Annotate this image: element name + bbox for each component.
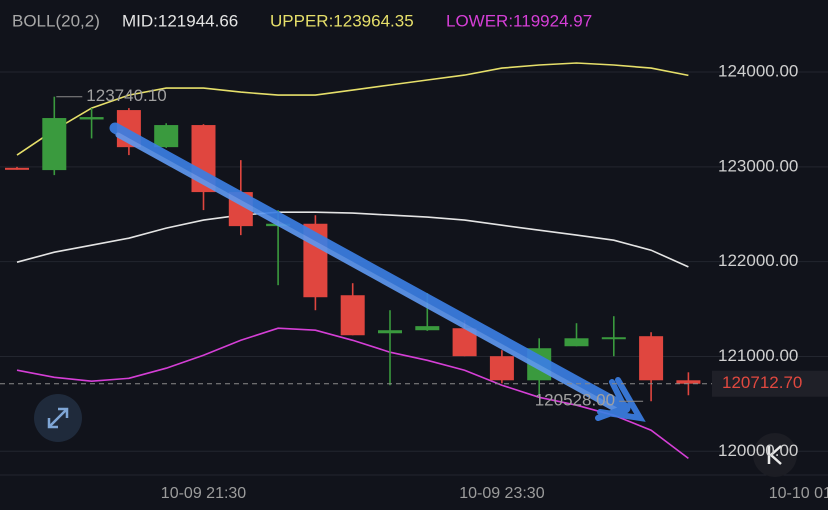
boll-line xyxy=(16,62,689,156)
last-price-tag xyxy=(712,370,828,397)
y-tick-label: 124000.00 xyxy=(718,62,798,81)
candle-body xyxy=(639,336,664,381)
annotation-label: 120528.00 xyxy=(535,391,615,410)
candle-body xyxy=(378,330,402,334)
x-tick-label: 10-09 21:30 xyxy=(161,485,247,502)
candle-body xyxy=(5,167,29,170)
legend-lower: LOWER:119924.97 xyxy=(446,11,592,30)
candle-body xyxy=(489,356,514,381)
candle-body xyxy=(676,380,701,384)
y-tick-label: 122000.00 xyxy=(718,251,798,270)
grid xyxy=(0,71,828,476)
legend-mid: MID:121944.66 xyxy=(122,11,238,30)
x-tick-label: 10-10 01 xyxy=(769,485,828,502)
expand-button[interactable] xyxy=(34,394,82,442)
collapse-button[interactable] xyxy=(753,433,797,477)
boll-line xyxy=(16,211,689,268)
y-tick-label: 123000.00 xyxy=(718,156,798,175)
boll-line xyxy=(16,327,689,460)
candle-body xyxy=(154,125,179,148)
plot-area xyxy=(5,62,701,460)
y-tick-label: 121000.00 xyxy=(718,346,798,365)
candle-body xyxy=(79,117,104,120)
x-tick-label: 10-09 23:30 xyxy=(459,485,545,502)
candle-body xyxy=(340,295,365,336)
legend-upper: UPPER:123964.35 xyxy=(270,11,414,30)
candle-body xyxy=(564,338,589,347)
candle-body xyxy=(415,326,440,331)
annotation-label: 123740.10 xyxy=(86,86,166,105)
indicator-label: BOLL(20,2) xyxy=(12,11,100,30)
candle-body xyxy=(42,118,67,171)
drawn-arrow xyxy=(109,122,646,422)
candle-body xyxy=(601,337,626,340)
last-price-label: 120712.70 xyxy=(722,373,802,392)
y-tick-label: 120000.00 xyxy=(718,441,798,460)
